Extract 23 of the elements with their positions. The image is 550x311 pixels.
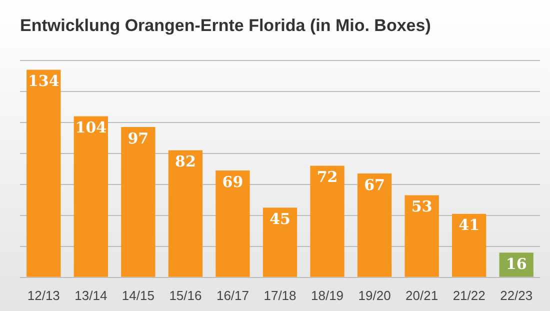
- data-label: 97: [128, 129, 149, 148]
- x-tick-label: 19/20: [358, 288, 391, 303]
- x-tick-label: 18/19: [311, 288, 344, 303]
- data-label: 134: [28, 72, 60, 90]
- x-tick-label: 14/15: [122, 288, 154, 303]
- x-tick-label: 12/13: [27, 288, 60, 303]
- data-label: 16: [506, 254, 527, 273]
- data-label: 45: [270, 210, 290, 228]
- x-tick-label: 22/23: [500, 288, 533, 303]
- x-tick-label: 16/17: [216, 288, 249, 303]
- x-tick-label: 21/22: [452, 288, 486, 303]
- data-label: 82: [175, 152, 196, 171]
- x-tick-label: 13/14: [74, 288, 108, 303]
- data-label: 72: [316, 168, 338, 186]
- x-tick-label: 17/18: [264, 288, 296, 303]
- chart-title: Entwicklung Orangen-Ernte Florida (in Mio. Boxes): [20, 16, 431, 35]
- data-label: 69: [222, 172, 244, 191]
- data-label: 53: [411, 198, 432, 216]
- data-label: 104: [75, 118, 107, 137]
- data-label: 67: [364, 176, 385, 194]
- x-tick-label: 20/21: [406, 288, 438, 303]
- x-tick-label: 15/16: [169, 288, 202, 303]
- data-label: 41: [458, 216, 480, 234]
